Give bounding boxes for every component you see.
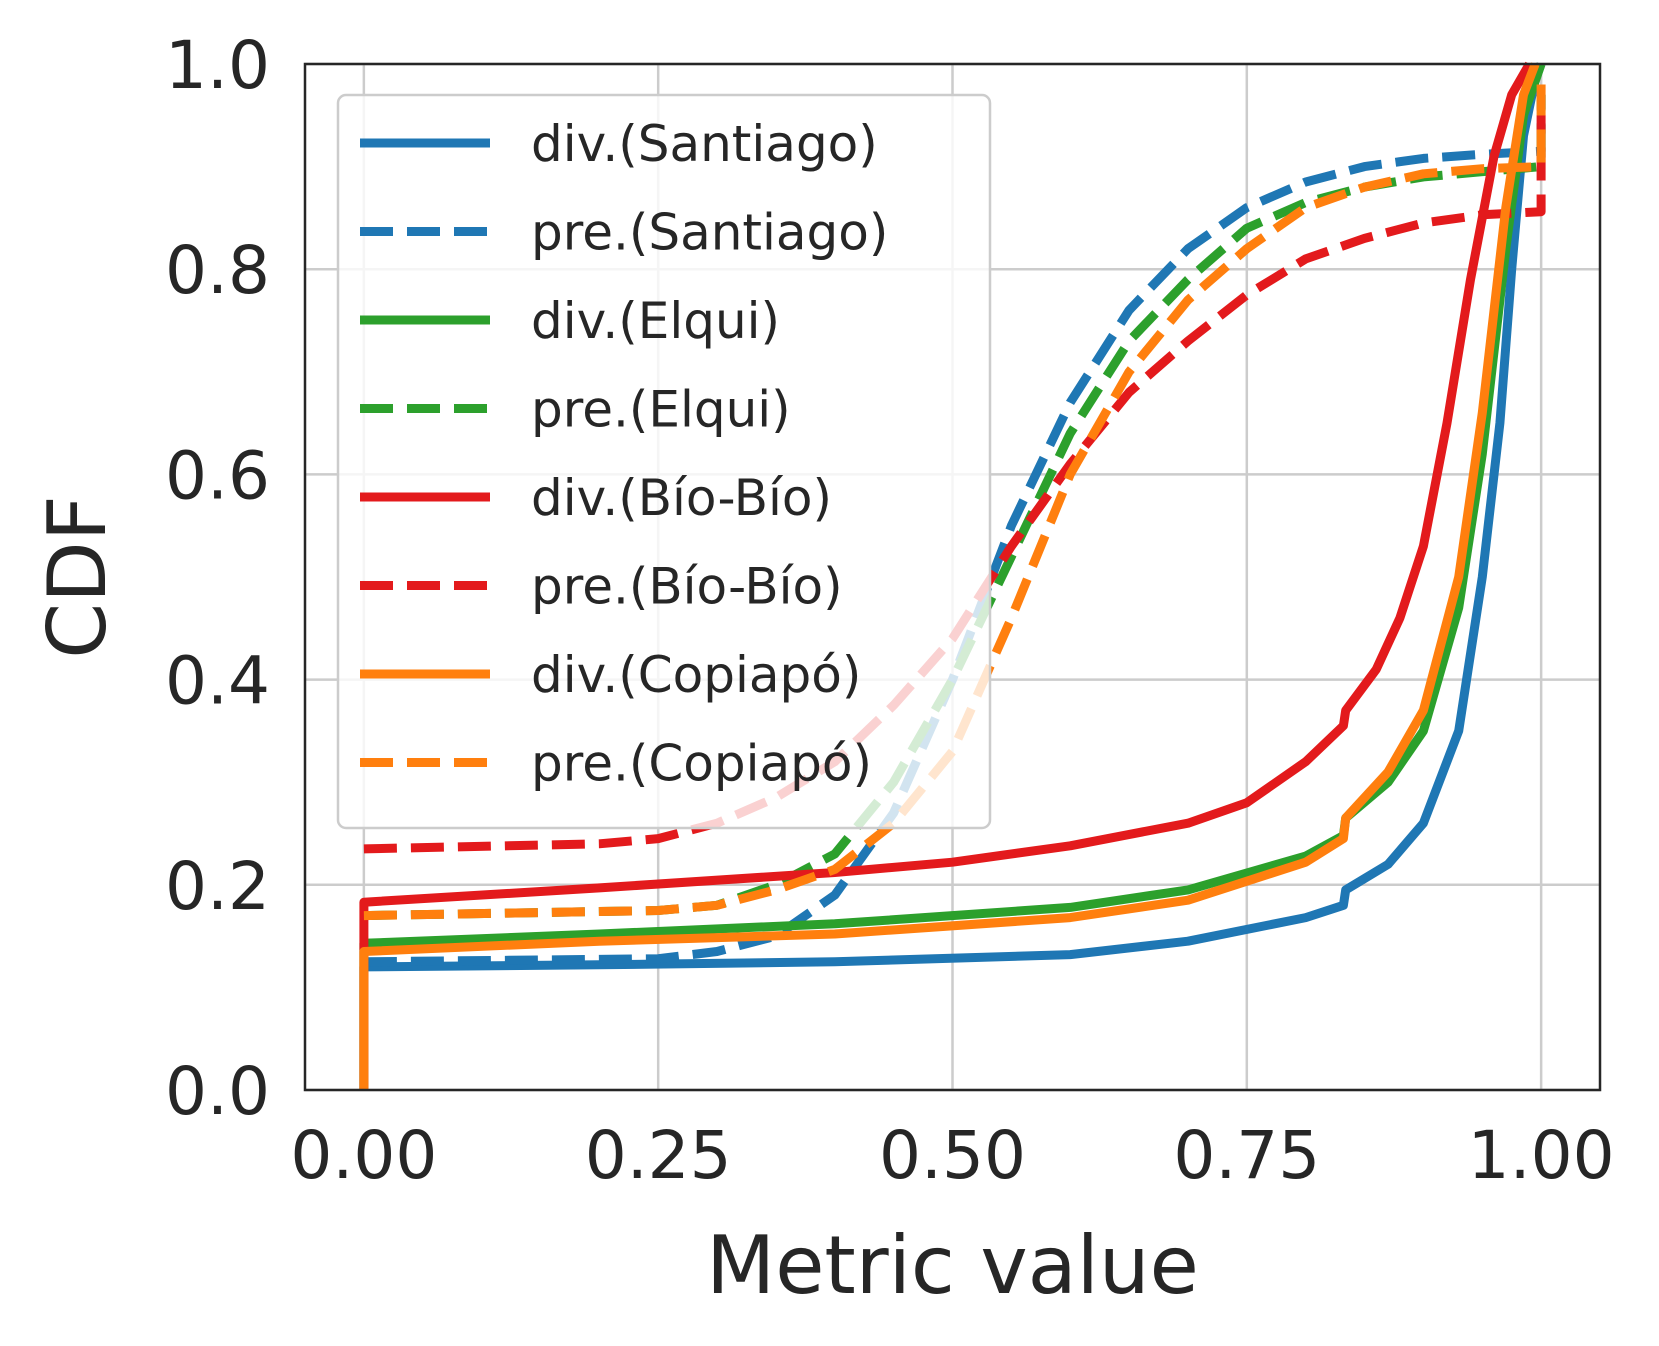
legend-label: div.(Elqui) <box>531 292 780 350</box>
y-axis-title: CDF <box>31 495 124 658</box>
series-line-pre.(Copiapó) <box>363 84 1546 921</box>
legend-label: pre.(Santiago) <box>531 204 888 262</box>
legend-label: pre.(Bío-Bío) <box>531 558 843 616</box>
x-tick-label: 0.75 <box>1173 1117 1320 1194</box>
y-tick-label: 0.4 <box>165 643 270 720</box>
legend-label: pre.(Elqui) <box>531 381 791 439</box>
x-tick-label: 0.50 <box>879 1117 1026 1194</box>
legend-box <box>336 93 992 830</box>
series-layer <box>359 61 1546 1090</box>
y-tick-label: 1.0 <box>165 27 270 104</box>
y-tick-label: 0.8 <box>165 232 270 309</box>
x-tick-label: 0.00 <box>290 1117 437 1194</box>
legend: div.(Santiago) pre.(Santiago) div.(Elqui) p… <box>336 93 992 830</box>
series-line-div.(Santiago) <box>359 62 1546 1090</box>
x-tick-label: 1.00 <box>1468 1117 1615 1194</box>
legend-label: div.(Copiapó) <box>531 646 861 704</box>
series-line-div.(Copiapó) <box>359 62 1540 1090</box>
legend-label: div.(Santiago) <box>531 115 878 173</box>
plot-frame <box>303 62 1602 1092</box>
legend-label: div.(Bío-Bío) <box>531 469 832 527</box>
legend-label: pre.(Copiapó) <box>531 735 872 793</box>
y-tick-label: 0.0 <box>165 1053 270 1130</box>
y-tick-label: 0.6 <box>165 437 270 514</box>
y-tick-label: 0.2 <box>165 848 270 925</box>
x-axis-title: Metric value <box>706 1219 1199 1312</box>
tick-labels: 0.00 0.25 0.50 0.75 1.00 0.0 0.2 0.4 0.6 0.8 1.0 <box>165 27 1615 1194</box>
x-tick-label: 0.25 <box>585 1117 732 1194</box>
